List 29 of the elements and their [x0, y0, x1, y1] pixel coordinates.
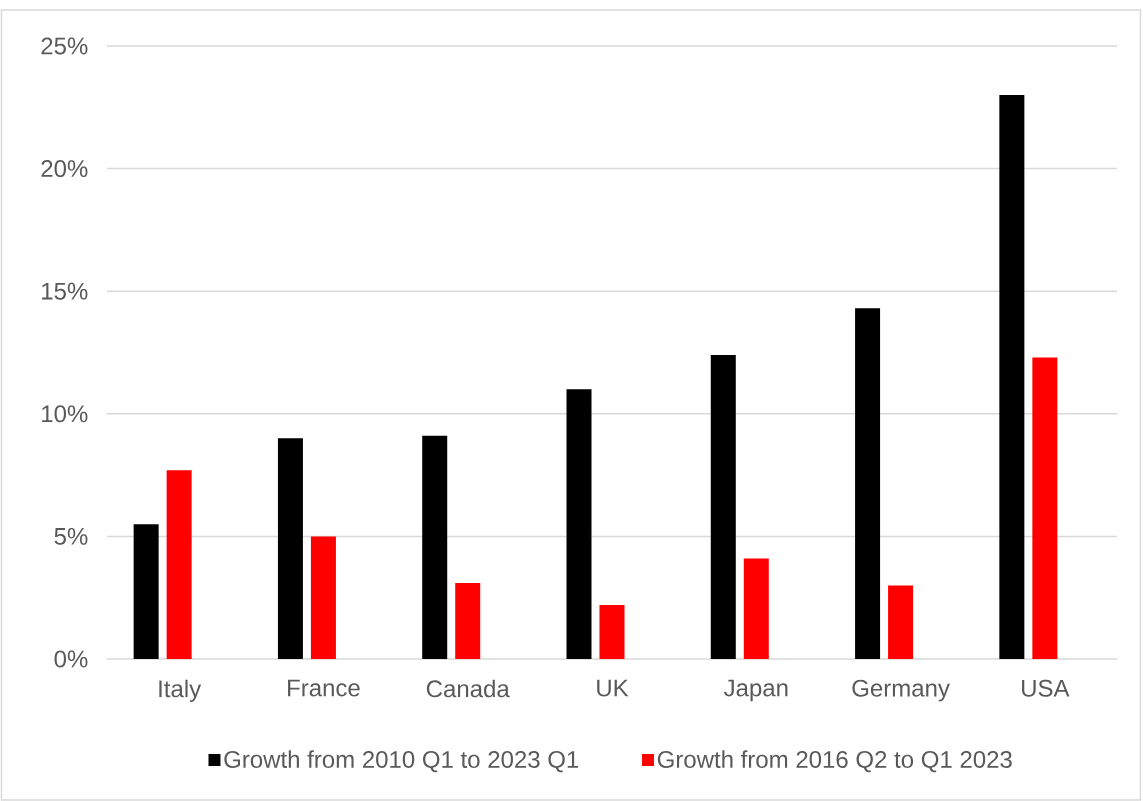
- x-tick-label: Germany: [852, 679, 950, 702]
- y-tick-label: 15%: [42, 282, 88, 300]
- bar: [133, 524, 159, 659]
- x-tick-label: France: [288, 679, 360, 697]
- bar: [710, 354, 736, 659]
- x-tick-label: Canada: [426, 679, 510, 698]
- bar: [599, 605, 625, 659]
- bar: [999, 95, 1025, 659]
- bar: [277, 438, 303, 659]
- legend-label: Growth from 2016 Q2 to Q1 2023: [657, 750, 1012, 773]
- x-tick-label: USA: [1022, 679, 1070, 697]
- x-tick-label: Italy: [159, 679, 202, 703]
- bar: [743, 558, 769, 659]
- x-tick-label: Japan: [723, 679, 788, 702]
- bar: [566, 389, 592, 659]
- bar: [455, 582, 481, 659]
- bar: [855, 308, 881, 659]
- bar: [310, 536, 336, 659]
- bar: [1032, 357, 1058, 659]
- y-tick-label: 10%: [42, 405, 88, 423]
- y-tick-label: 25%: [41, 37, 88, 55]
- y-tick-label: 0%: [54, 650, 88, 668]
- y-tick-label: 20%: [41, 160, 88, 178]
- x-tick-label: UK: [597, 679, 629, 697]
- bar: [888, 585, 914, 659]
- legend-label: Growth from 2010 Q1 to 2023 Q1: [224, 750, 579, 773]
- bar: [422, 435, 448, 659]
- y-tick-label: 5%: [54, 527, 88, 545]
- bar: [166, 470, 192, 659]
